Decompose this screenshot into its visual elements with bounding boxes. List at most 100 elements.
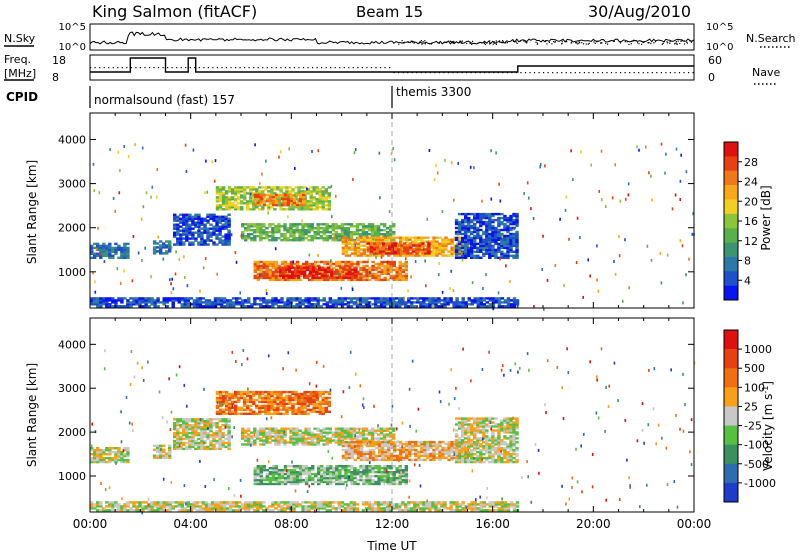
power-cell xyxy=(491,250,495,253)
power-cell xyxy=(168,248,172,251)
velocity-cell xyxy=(173,427,177,431)
velocity-cell xyxy=(215,429,219,433)
power-cell xyxy=(404,274,409,278)
power-cell xyxy=(392,264,396,268)
velocity-cell xyxy=(185,435,189,439)
power-cell xyxy=(351,276,355,279)
power-cell xyxy=(415,248,419,251)
velocity-cell xyxy=(185,418,189,421)
noise-search-dot xyxy=(693,43,695,45)
power-cell xyxy=(326,278,330,282)
nave-dot xyxy=(112,67,114,69)
power-cell xyxy=(209,231,213,234)
power-speckle xyxy=(317,149,320,153)
power-cell xyxy=(485,226,489,230)
power-cell xyxy=(171,297,175,300)
power-cell xyxy=(482,214,486,218)
colorbar-swatch xyxy=(724,170,738,186)
power-cell xyxy=(286,203,291,207)
velocity-cell xyxy=(203,439,207,443)
power-cell xyxy=(259,193,264,197)
power-cell xyxy=(321,276,325,279)
velocity-cell xyxy=(179,445,183,449)
velocity-cell xyxy=(206,420,210,423)
nave-dot xyxy=(678,72,681,74)
nave-dot xyxy=(638,72,640,74)
power-cell xyxy=(400,244,404,247)
power-cell xyxy=(372,248,377,251)
velocity-cell xyxy=(241,433,245,436)
power-cell xyxy=(153,301,157,304)
power-speckle xyxy=(539,163,542,167)
power-cell xyxy=(348,270,352,273)
power-cell xyxy=(485,305,490,308)
power-cell xyxy=(370,225,375,228)
velocity-cell xyxy=(300,394,304,398)
power-cell xyxy=(359,274,363,278)
power-cell xyxy=(194,239,198,242)
power-cell xyxy=(231,303,236,306)
power-cell xyxy=(283,203,288,207)
power-cell xyxy=(473,301,477,304)
power-cell xyxy=(162,299,166,302)
power-cell xyxy=(500,238,504,242)
velocity-cell xyxy=(320,469,324,472)
power-speckle xyxy=(533,305,535,308)
power-cell xyxy=(289,193,294,197)
power-cell xyxy=(281,266,286,269)
velocity-cell xyxy=(126,449,130,452)
velocity-cell xyxy=(286,441,290,444)
power-speckle xyxy=(253,197,256,201)
power-cell xyxy=(491,238,495,242)
velocity-cell xyxy=(389,435,393,438)
power-cell xyxy=(194,225,198,228)
velocity-cell xyxy=(230,394,235,398)
power-speckle xyxy=(380,255,383,259)
power-cell xyxy=(479,303,484,306)
power-cell xyxy=(256,223,260,226)
power-cell xyxy=(318,198,322,201)
power-speckle xyxy=(151,185,154,189)
velocity-cell xyxy=(317,482,321,486)
power-cell xyxy=(417,238,421,241)
nave-dot xyxy=(629,72,631,74)
noise-search-dot xyxy=(407,41,409,43)
power-cell xyxy=(198,299,203,302)
velocity-cell xyxy=(352,431,357,434)
power-speckle xyxy=(601,198,603,202)
power-speckle xyxy=(324,190,327,194)
velocity-cell xyxy=(298,480,303,484)
power-cell xyxy=(350,252,355,255)
power-cell xyxy=(491,218,495,222)
power-cell xyxy=(428,299,432,302)
velocity-cell xyxy=(326,478,330,482)
power-cell xyxy=(144,297,148,300)
velocity-cell xyxy=(250,443,254,446)
nave-dot xyxy=(615,72,617,74)
power-cell xyxy=(420,236,424,239)
power-cell xyxy=(256,231,260,234)
power-cell xyxy=(506,236,510,240)
velocity-cell xyxy=(256,478,261,482)
power-cell xyxy=(429,250,433,253)
velocity-cell xyxy=(310,431,314,434)
power-cell xyxy=(447,242,451,245)
power-cell xyxy=(240,188,244,191)
velocity-cell xyxy=(392,429,396,432)
velocity-cell xyxy=(291,412,295,415)
velocity-cell xyxy=(283,476,288,480)
velocity-cell xyxy=(182,433,186,437)
freq-step-line xyxy=(90,57,694,73)
power-cell xyxy=(250,303,254,306)
velocity-cell xyxy=(203,422,207,425)
velocity-cell xyxy=(321,410,325,413)
power-cell xyxy=(246,186,250,189)
power-cell xyxy=(179,219,183,222)
velocity-cell xyxy=(256,435,260,438)
power-speckle xyxy=(156,168,159,171)
power-cell xyxy=(322,303,326,306)
velocity-cell xyxy=(244,439,248,442)
power-cell xyxy=(105,248,109,252)
power-cell xyxy=(362,238,367,241)
velocity-cell xyxy=(276,408,280,411)
